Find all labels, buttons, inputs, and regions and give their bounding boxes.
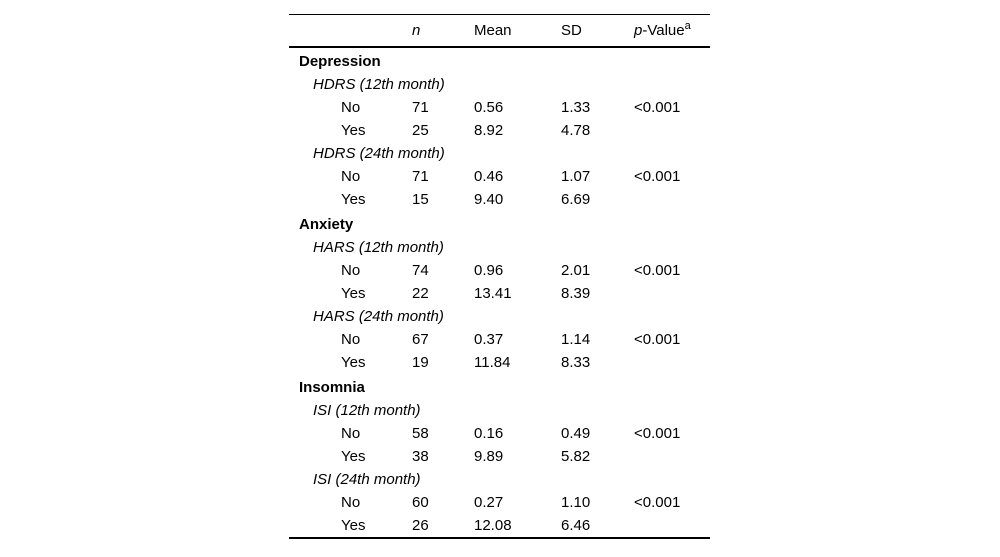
row-label: Anxiety [299,216,354,233]
cell-sd: 4.78 [561,122,591,139]
table-row-data: Yes 19 11.84 8.33 [289,351,710,374]
table-row-section: Anxiety [289,213,710,236]
cell-n: 58 [412,425,429,442]
table-row-subsection: HARS (24th month) [289,305,710,328]
header-n: n [412,22,421,39]
cell-p-value: <0.001 [634,262,681,279]
cell-n: 38 [412,448,429,465]
table-row-subsection: HARS (12th month) [289,236,710,259]
cell-p-value: <0.001 [634,425,681,442]
cell-n: 22 [412,285,429,302]
row-label: No [341,425,361,442]
table-row-data: Yes 38 9.89 5.82 [289,445,710,468]
cell-mean: 9.89 [474,448,504,465]
cell-n: 71 [412,168,429,185]
cell-p-value: <0.001 [634,331,681,348]
cell-p-value: <0.001 [634,99,681,116]
row-label: Yes [341,285,366,302]
table-row-data: No 71 0.56 1.33 <0.001 [289,96,710,119]
header-p-superscript: a [684,20,691,32]
cell-mean: 0.46 [474,168,504,185]
row-label: Yes [341,191,366,208]
cell-mean: 11.84 [474,354,511,371]
table-row-data: Yes 15 9.40 6.69 [289,188,710,211]
cell-mean: 0.37 [474,331,504,348]
table-row-data: No 58 0.16 0.49 <0.001 [289,422,710,445]
row-label: ISI (24th month) [313,471,421,488]
cell-sd: 8.33 [561,354,591,371]
table-header-row: n Mean SD p-Valuea [289,15,710,48]
row-label: No [341,99,361,116]
table-row-subsection: HDRS (12th month) [289,73,710,96]
row-label: No [341,494,361,511]
table-row-subsection: ISI (12th month) [289,399,710,422]
cell-sd: 0.49 [561,425,591,442]
table-row-subsection: HDRS (24th month) [289,142,710,165]
cell-mean: 0.96 [474,262,504,279]
cell-sd: 8.39 [561,285,591,302]
row-label: Depression [299,53,381,70]
cell-sd: 1.14 [561,331,591,348]
table-row-section: Insomnia [289,376,710,399]
row-label: HDRS (12th month) [313,76,445,93]
cell-n: 25 [412,122,429,139]
cell-n: 67 [412,331,429,348]
row-label: No [341,168,361,185]
header-p-value: p-Valuea [634,20,710,39]
row-label: Yes [341,122,366,139]
header-p-italic: p [634,22,643,39]
outcomes-stats-table: n Mean SD p-Valuea Depression HDRS (12th … [289,14,710,539]
row-label: Yes [341,517,366,534]
row-label: No [341,262,361,279]
header-sd: SD [561,22,582,39]
table-row-data: Yes 26 12.08 6.46 [289,514,710,537]
table-row-section: Depression [289,50,710,73]
cell-sd: 1.10 [561,494,591,511]
cell-sd: 2.01 [561,262,591,279]
row-label: ISI (12th month) [313,402,421,419]
cell-sd: 1.07 [561,168,591,185]
cell-mean: 0.56 [474,99,504,116]
table-row-data: No 74 0.96 2.01 <0.001 [289,259,710,282]
table-row-subsection: ISI (24th month) [289,468,710,491]
row-label: Yes [341,354,366,371]
row-label: HARS (24th month) [313,308,444,325]
table-row-data: No 67 0.37 1.14 <0.001 [289,328,710,351]
cell-n: 60 [412,494,429,511]
cell-n: 15 [412,191,429,208]
row-label: HDRS (24th month) [313,145,445,162]
table-body: Depression HDRS (12th month) No 71 0.56 1.33 <… [289,50,710,539]
row-label: Insomnia [299,379,365,396]
cell-mean: 8.92 [474,122,504,139]
cell-p-value: <0.001 [634,494,681,511]
table-row-data: No 71 0.46 1.07 <0.001 [289,165,710,188]
row-label: No [341,331,361,348]
table-row-data: Yes 22 13.41 8.39 [289,282,710,305]
cell-sd: 1.33 [561,99,591,116]
cell-mean: 0.27 [474,494,504,511]
table-row-data: No 60 0.27 1.10 <0.001 [289,491,710,514]
cell-n: 26 [412,517,429,534]
cell-sd: 5.82 [561,448,591,465]
cell-sd: 6.69 [561,191,591,208]
row-label: Yes [341,448,366,465]
cell-mean: 0.16 [474,425,504,442]
cell-mean: 12.08 [474,517,512,534]
cell-n: 71 [412,99,429,116]
cell-mean: 13.41 [474,285,512,302]
cell-mean: 9.40 [474,191,504,208]
cell-sd: 6.46 [561,517,591,534]
table-row-data: Yes 25 8.92 4.78 [289,119,710,142]
cell-n: 74 [412,262,429,279]
cell-p-value: <0.001 [634,168,681,185]
header-mean: Mean [474,22,512,39]
cell-n: 19 [412,354,429,371]
header-p-rest: -Value [642,22,685,39]
row-label: HARS (12th month) [313,239,444,256]
